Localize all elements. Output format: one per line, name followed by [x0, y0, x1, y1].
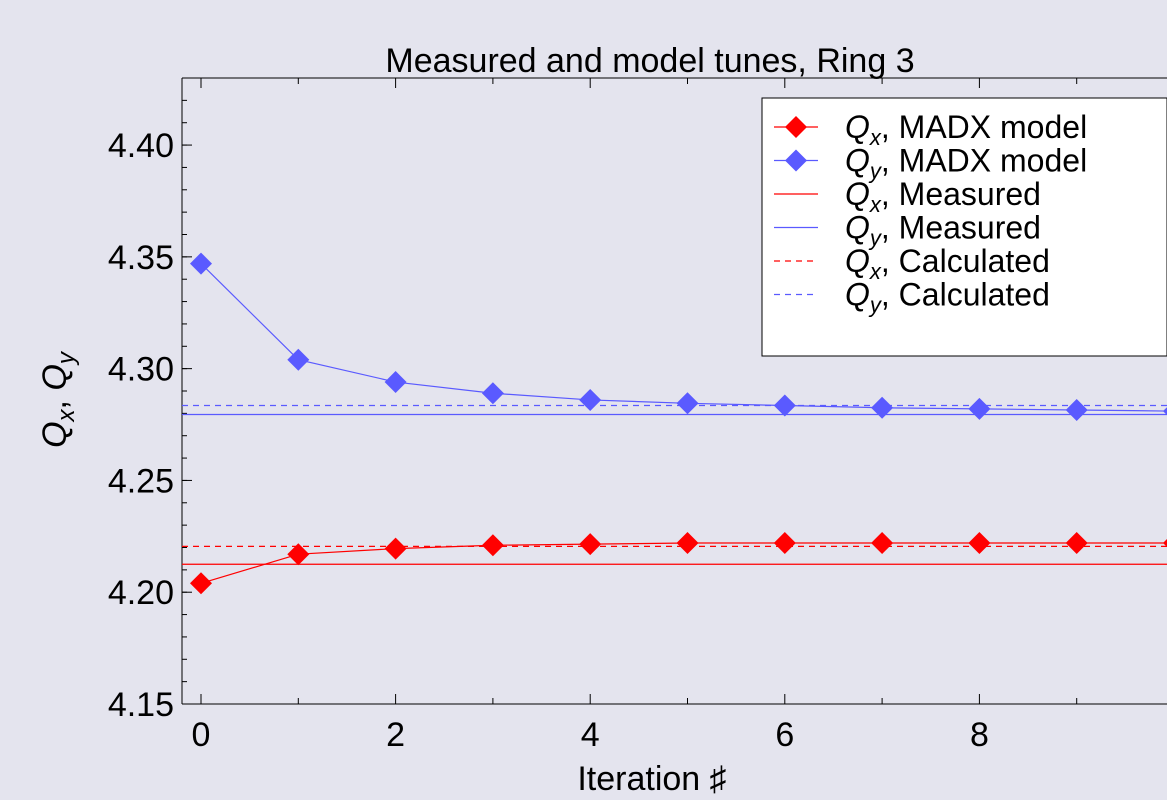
- legend-box: [761, 97, 1167, 357]
- data-point-q-x-madx-model: [1163, 539, 1167, 548]
- legend-suffix: , Calculated: [881, 277, 1050, 313]
- data-point-q-y-madx-model: [1163, 407, 1167, 416]
- legend-symbol: Q: [845, 210, 870, 246]
- data-point-q-x-madx-model: [384, 537, 407, 560]
- chart-title: Measured and model tunes, Ring 3: [385, 42, 914, 80]
- data-point-q-y-madx-model: [287, 348, 310, 371]
- y-axis-label: Qx, Qy: [36, 350, 80, 448]
- data-point-q-y-madx-model: [1065, 399, 1088, 422]
- data-point-q-x-madx-model: [481, 534, 504, 557]
- y-label-q2: Q: [36, 364, 74, 390]
- legend-label-q-y-calculated: Qy, Calculated: [845, 277, 1050, 318]
- legend-symbol: Q: [845, 176, 870, 212]
- series-layer: [182, 252, 1167, 595]
- data-point-q-x-madx-model: [287, 543, 310, 566]
- x-tick-label: 8: [970, 716, 989, 754]
- x-axis-label: Iteration ♯: [577, 760, 726, 798]
- legend-symbol: Q: [845, 109, 870, 145]
- data-point-q-x-madx-model: [676, 532, 699, 555]
- y-label-separator: ,: [36, 391, 74, 410]
- x-tick-label: 1: [1165, 716, 1167, 754]
- data-point-q-y-madx-model: [773, 394, 796, 417]
- data-point-q-y-madx-model: [481, 382, 504, 405]
- legend-swatch-marker-q-y-madx-model: [785, 149, 807, 172]
- y-tick-label: 4.25: [108, 462, 174, 500]
- axis-ticks: 0 2 4 6 8 1 4.15 4.20 4.25 4.30 4.35 4.40: [108, 77, 1167, 754]
- legend-label-q-x-calculated: Qx, Calculated: [845, 243, 1050, 284]
- data-point-q-x-madx-model: [968, 532, 991, 555]
- x-tick-label: 2: [386, 716, 405, 754]
- data-point-q-x-madx-model: [773, 532, 796, 555]
- data-point-q-y-madx-model: [871, 396, 894, 419]
- data-point-q-x-madx-model: [579, 533, 602, 556]
- legend-swatch-marker-q-x-madx-model: [785, 116, 807, 138]
- legend-suffix: , Measured: [881, 210, 1041, 246]
- y-tick-label: 4.20: [108, 574, 174, 612]
- y-label-sub2: y: [53, 350, 80, 366]
- legend-subscript: y: [868, 226, 883, 251]
- x-tick-label: 6: [775, 716, 794, 754]
- y-tick-label: 4.15: [108, 686, 174, 724]
- legend-suffix: , MADX model: [881, 109, 1087, 145]
- legend-label-q-y-madx-model: Qy, MADX model: [845, 143, 1087, 184]
- legend-subscript: x: [869, 192, 882, 217]
- legend-subscript: y: [868, 159, 883, 184]
- legend-suffix: , Measured: [881, 176, 1041, 212]
- data-point-q-x-madx-model: [871, 532, 894, 555]
- legend-label-q-y-measured: Qy, Measured: [845, 210, 1041, 251]
- y-label-sub1: x: [53, 408, 80, 422]
- data-point-q-y-madx-model: [968, 397, 991, 420]
- x-tick-label: 0: [192, 716, 211, 754]
- legend-suffix: , MADX model: [881, 143, 1087, 179]
- data-point-q-y-madx-model: [676, 392, 699, 415]
- x-tick-label: 4: [581, 716, 600, 754]
- y-tick-label: 4.40: [108, 127, 174, 165]
- legend-symbol: Q: [845, 243, 870, 279]
- legend-subscript: y: [868, 293, 883, 318]
- data-point-q-y-madx-model: [384, 371, 407, 394]
- legend-subscript: x: [869, 259, 882, 284]
- y-label-q1: Q: [36, 421, 74, 447]
- data-point-q-y-madx-model: [190, 252, 212, 275]
- legend-subscript: x: [869, 125, 882, 150]
- legend-label-q-x-measured: Qx, Measured: [845, 176, 1041, 217]
- data-point-q-x-madx-model: [190, 572, 212, 595]
- legend-label-q-x-madx-model: Qx, MADX model: [845, 109, 1087, 150]
- data-point-q-y-madx-model: [579, 388, 602, 411]
- legend-symbol: Q: [845, 277, 870, 313]
- data-point-q-x-madx-model: [1065, 532, 1088, 555]
- y-tick-label: 4.35: [108, 239, 174, 277]
- legend-symbol: Q: [845, 143, 870, 179]
- legend-suffix: , Calculated: [881, 243, 1050, 279]
- y-tick-label: 4.30: [108, 351, 174, 389]
